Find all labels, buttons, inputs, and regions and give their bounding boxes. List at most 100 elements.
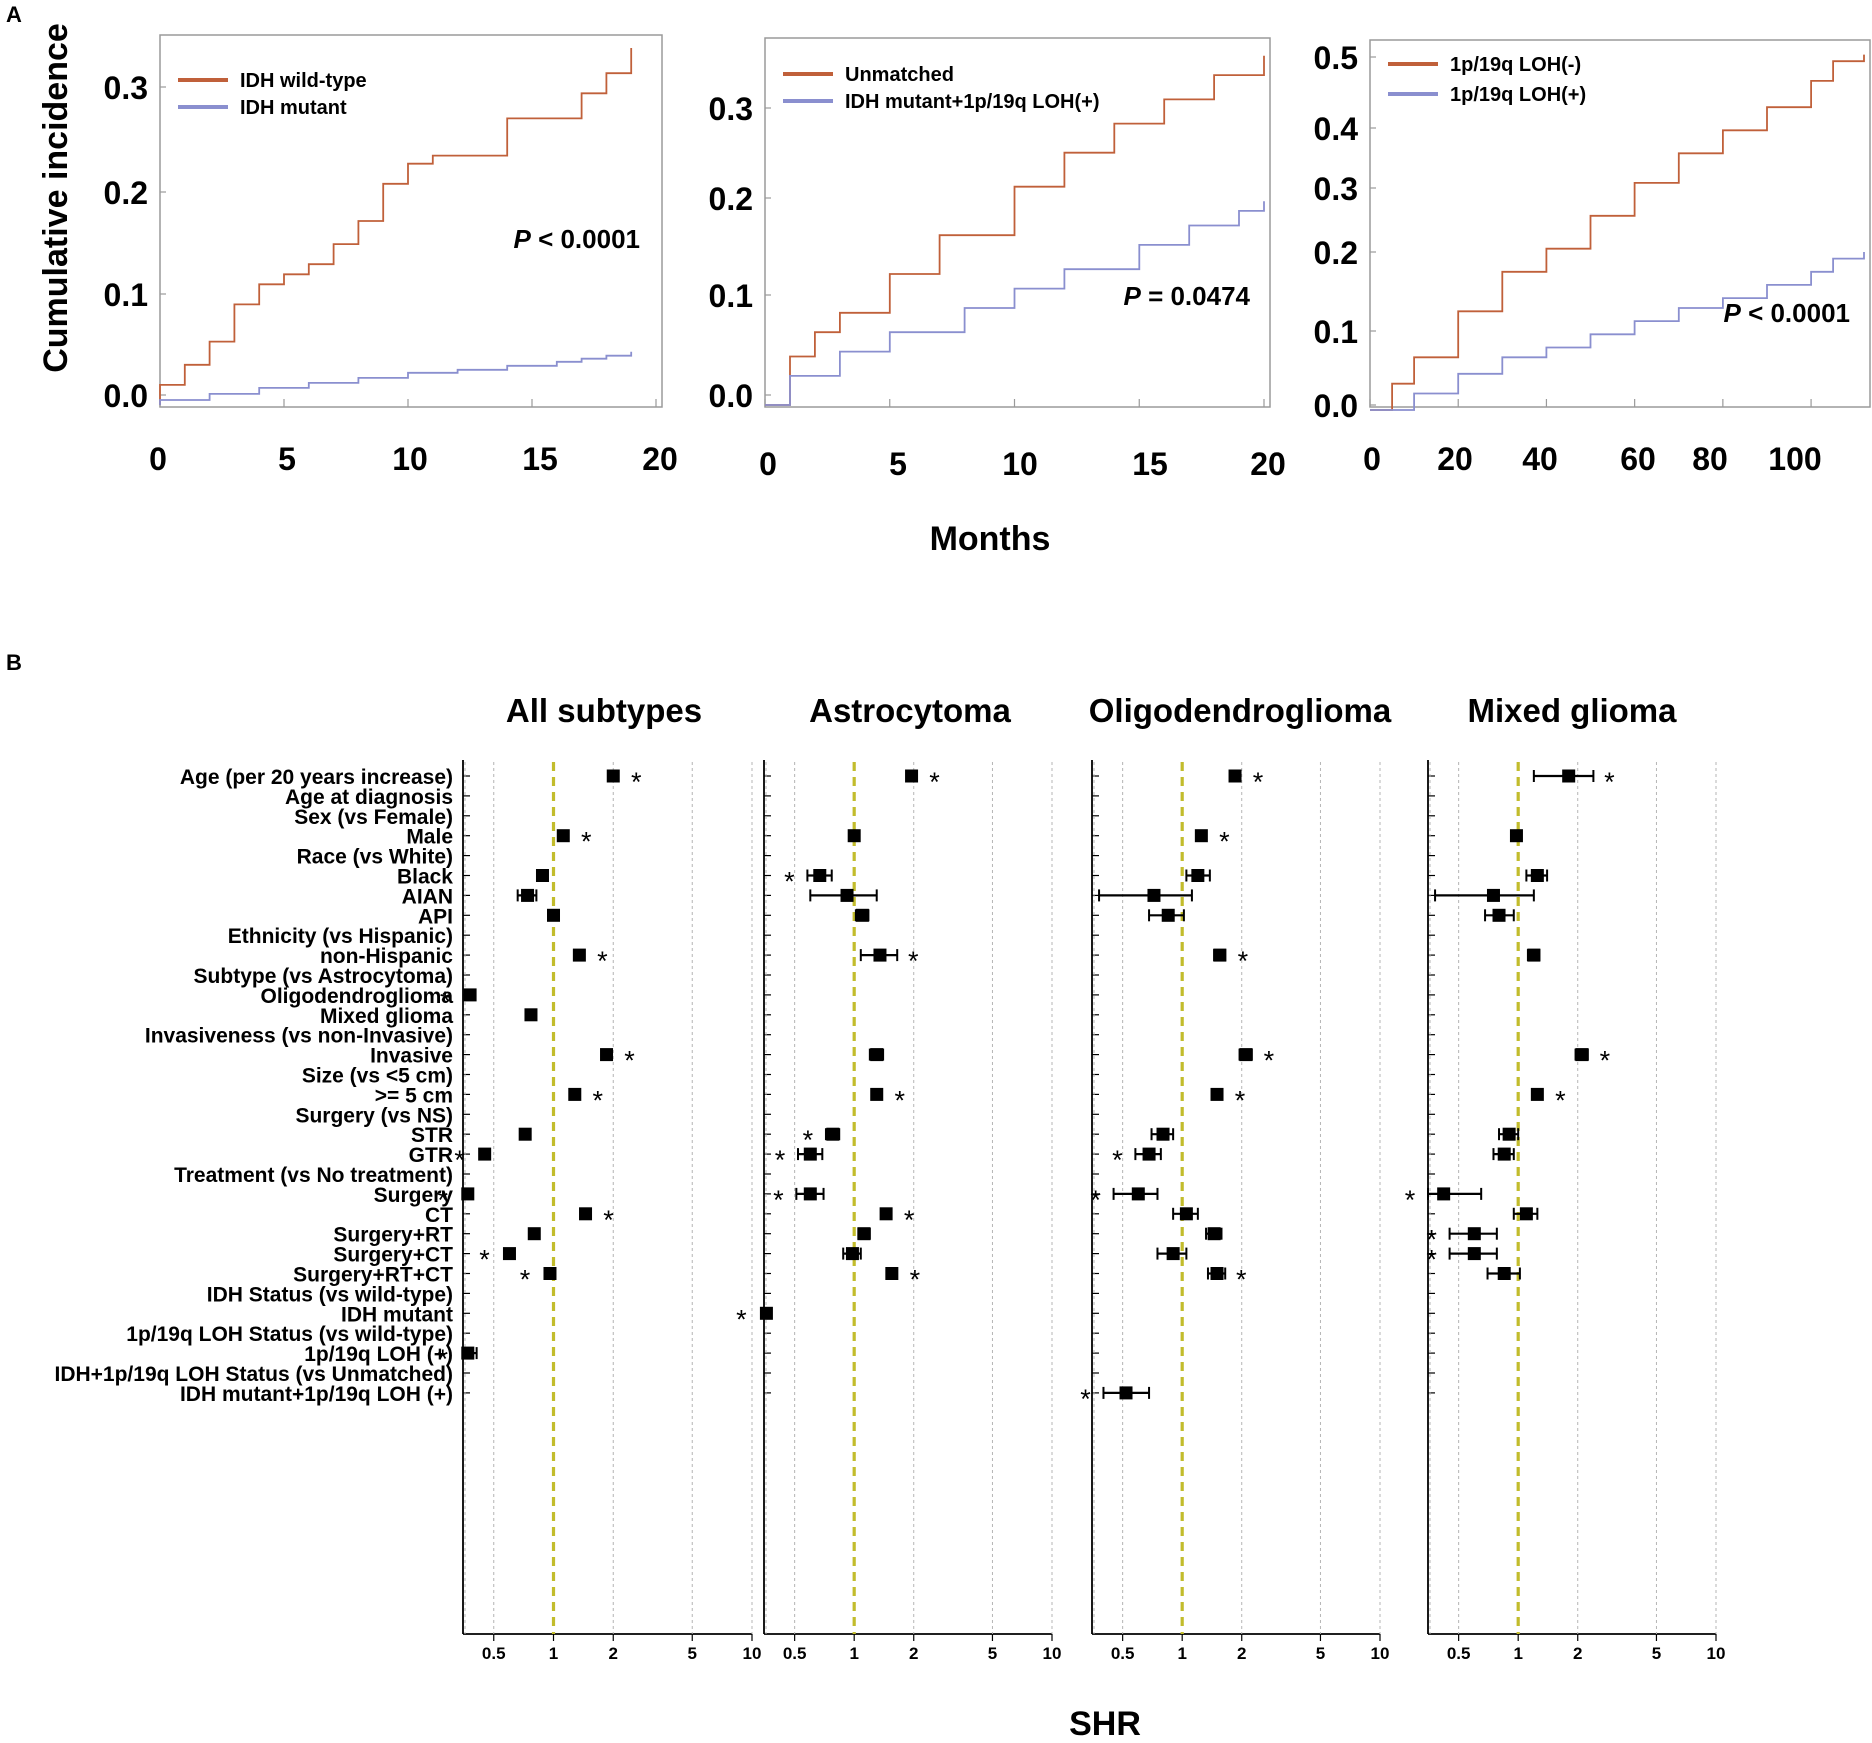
significance-star-increase: *: [1253, 767, 1264, 797]
y-tick-label: 0.2: [104, 175, 148, 211]
significance-star-increase: *: [1264, 1046, 1275, 1076]
significance-star-increase: *: [1236, 1265, 1247, 1295]
significance-star-increase: *: [910, 1265, 921, 1295]
point-estimate: [1519, 1207, 1533, 1221]
point-estimate: [502, 1247, 516, 1261]
significance-star-decrease: *: [1405, 1185, 1416, 1215]
significance-star-decrease: *: [803, 1125, 814, 1155]
x-tick-label: 2: [1573, 1644, 1582, 1663]
x-tick-label: 0.5: [1111, 1644, 1135, 1663]
row-label: Black: [397, 866, 453, 889]
row-group-header: Size (vs <5 cm): [302, 1065, 453, 1088]
p-value-annotation: P < 0.0001: [1724, 298, 1851, 328]
significance-star-decrease: *: [784, 867, 795, 897]
x-tick-label: 40: [1522, 441, 1558, 477]
significance-star-decrease: *: [773, 1185, 784, 1215]
row-group-header: Race (vs White): [297, 846, 453, 869]
km-panel-3: 0 20 40 60 80 100 0.0 0.1 0.2 0.3 0.4 0.5 1p/19q LOH…: [1314, 39, 1871, 477]
x-tick-label: 10: [1043, 1644, 1062, 1663]
point-estimate: [870, 1048, 884, 1062]
y-tick-label: 0.0: [709, 378, 753, 414]
point-estimate: [826, 1127, 840, 1141]
km-series-line-secondary: [765, 201, 1265, 406]
x-tick-label: 0: [1363, 441, 1381, 477]
significance-star-decrease: *: [736, 1304, 747, 1334]
forest-panel-title: Mixed glioma: [1467, 692, 1677, 729]
significance-star-increase: *: [894, 1085, 905, 1115]
point-estimate: [1467, 1227, 1481, 1241]
point-estimate: [1530, 869, 1544, 882]
row-label: STR: [411, 1124, 453, 1147]
x-tick-label: 5: [988, 1644, 997, 1663]
y-tick-label: 0.0: [1314, 388, 1358, 424]
y-tick-label: 0.4: [1314, 111, 1359, 147]
significance-star-decrease: *: [775, 1145, 786, 1175]
km-series-line-primary: [1370, 54, 1865, 411]
point-estimate: [1156, 1127, 1170, 1141]
legend-label: 1p/19q LOH(-): [1450, 54, 1581, 76]
forest-panel-2: Astrocytoma 0.5 1 2 5 10 * * * * * * * * * *: [736, 692, 1061, 1663]
point-estimate: [463, 988, 477, 1002]
x-tick-label: 20: [642, 441, 678, 477]
x-tick-label: 1: [549, 1644, 558, 1663]
point-estimate: [847, 829, 861, 843]
km-series-line-primary: [765, 55, 1265, 406]
x-tick-label: 0.5: [1447, 1644, 1471, 1663]
point-estimate: [461, 1187, 475, 1201]
point-estimate: [1467, 1247, 1481, 1261]
x-tick-label: 0: [149, 441, 167, 477]
point-estimate: [543, 1267, 557, 1280]
row-group-header: Invasiveness (vs non-Invasive): [145, 1025, 453, 1048]
row-label: Age at diagnosis: [285, 786, 453, 809]
km-plot-frame: [159, 34, 663, 408]
point-estimate: [461, 1346, 475, 1360]
row-group-header: Treatment (vs No treatment): [174, 1164, 453, 1187]
x-tick-label: 1: [1513, 1644, 1522, 1663]
point-estimate: [547, 908, 561, 922]
point-estimate: [873, 948, 887, 962]
point-estimate: [1502, 1127, 1516, 1141]
y-tick-label: 0.1: [709, 278, 753, 314]
y-tick-label: 0.2: [1314, 235, 1358, 271]
significance-star-increase: *: [1235, 1085, 1246, 1115]
point-estimate: [572, 948, 586, 962]
x-tick-label: 100: [1768, 441, 1821, 477]
significance-star-increase: *: [929, 767, 940, 797]
x-tick-label: 80: [1692, 441, 1728, 477]
significance-star-increase: *: [624, 1046, 635, 1076]
significance-star-increase: *: [1600, 1046, 1611, 1076]
significance-star-increase: *: [603, 1205, 614, 1235]
point-estimate: [1562, 769, 1576, 783]
row-label: Male: [406, 826, 453, 849]
row-label: AIAN: [402, 885, 453, 908]
km-panel-2: 0 5 10 15 20 0.0 0.1 0.2 0.3 Unmatched IDH mutant+…: [709, 37, 1286, 482]
p-value-symbol: P: [1124, 281, 1142, 311]
point-estimate: [759, 1306, 773, 1320]
point-estimate: [1166, 1247, 1180, 1261]
km-plot-frame: [764, 37, 1271, 408]
x-tick-label: 5: [889, 446, 907, 482]
x-tick-label: 60: [1620, 441, 1656, 477]
point-estimate: [1228, 769, 1242, 783]
legend-label: Unmatched: [845, 64, 954, 86]
row-label: IDH mutant: [341, 1303, 453, 1326]
significance-star-increase: *: [631, 767, 642, 797]
p-value-text: = 0.0474: [1141, 281, 1251, 311]
significance-star-increase: *: [1555, 1085, 1566, 1115]
x-tick-label: 5: [688, 1644, 697, 1663]
point-estimate: [1210, 1087, 1224, 1101]
significance-star-decrease: *: [438, 1185, 449, 1215]
point-estimate: [1179, 1207, 1193, 1221]
y-tick-label: 0.3: [709, 91, 753, 127]
row-label: 1p/19q LOH (+): [304, 1343, 453, 1366]
p-value-annotation: P < 0.0001: [514, 224, 641, 254]
panel-b-label: B: [6, 650, 22, 675]
row-label: Invasive: [370, 1045, 453, 1068]
x-tick-label: 0: [759, 446, 777, 482]
row-label: CT: [425, 1204, 453, 1227]
y-tick-label: 0.3: [104, 70, 148, 106]
point-estimate: [478, 1147, 492, 1161]
row-group-header: IDH Status (vs wild-type): [207, 1283, 453, 1306]
